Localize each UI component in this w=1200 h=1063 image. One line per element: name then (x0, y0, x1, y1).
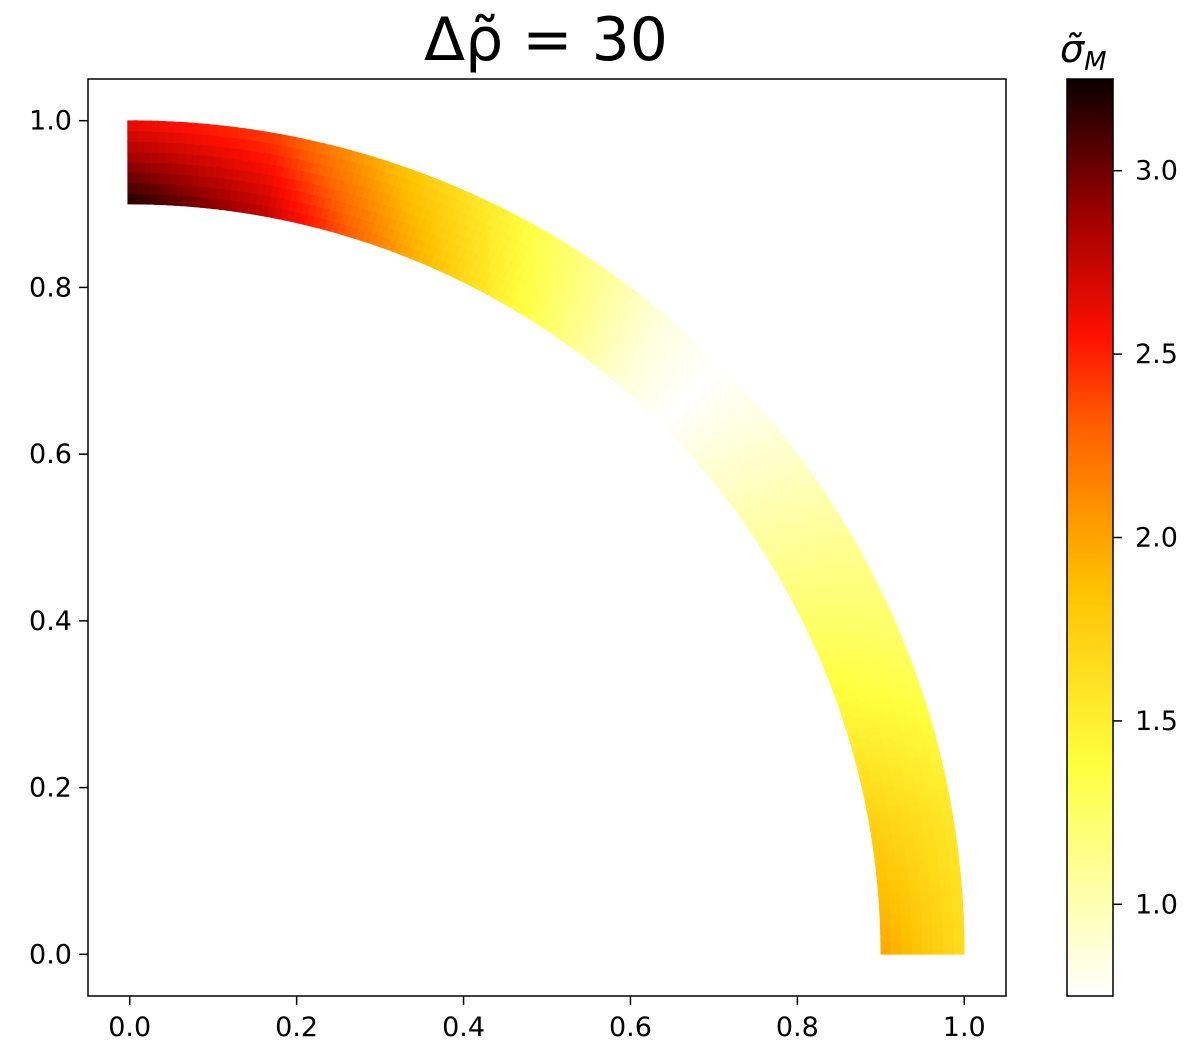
field-cell (127, 162, 137, 174)
x-tick-label: 0.4 (442, 1012, 485, 1043)
colorbar-tick-label: 3.0 (1135, 156, 1178, 187)
colorbar-tick-label: 2.0 (1135, 523, 1178, 554)
field-cell (127, 193, 137, 205)
colorbar-label: σ̃M (1060, 27, 1107, 77)
field-cell (127, 120, 138, 132)
colorbar-tick-label: 1.5 (1135, 706, 1178, 737)
field-cell (127, 182, 137, 194)
y-tick-label: 0.6 (29, 439, 72, 470)
x-tick-label: 0.6 (609, 1012, 652, 1043)
x-tick-label: 0.2 (275, 1012, 318, 1043)
y-tick-label: 0.2 (29, 773, 72, 804)
annulus-field (127, 120, 965, 955)
x-tick-label: 1.0 (943, 1012, 986, 1043)
y-tick-label: 0.8 (29, 272, 72, 303)
field-cell (127, 172, 137, 184)
x-tick-label: 0.8 (776, 1012, 819, 1043)
colorbar-tick-label: 1.0 (1135, 889, 1178, 920)
colorbar: σ̃M 1.0 1.5 2.0 2.5 3.0 (1060, 27, 1178, 997)
y-tick-label: 0.0 (29, 939, 72, 970)
y-tick-label: 1.0 (29, 106, 72, 137)
plot-frame (87, 78, 1007, 997)
field-cell (127, 130, 138, 142)
plot-area: 0.0 0.2 0.4 0.6 0.8 1.0 0.0 0.2 0.4 0.6 0.8 1.0 (29, 78, 1007, 1043)
colorbar-label-subscript: M (1084, 47, 1106, 77)
colorbar-label-main: σ̃ (1060, 27, 1086, 71)
field-cell (127, 151, 138, 163)
x-tick-label: 0.0 (108, 1012, 151, 1043)
colorbar-tick-label: 2.5 (1135, 339, 1178, 370)
y-tick-label: 0.4 (29, 606, 72, 637)
field-cell (127, 141, 138, 153)
colorbar-gradient (1066, 78, 1114, 997)
chart-title: Δρ̃ = 30 (424, 5, 668, 75)
